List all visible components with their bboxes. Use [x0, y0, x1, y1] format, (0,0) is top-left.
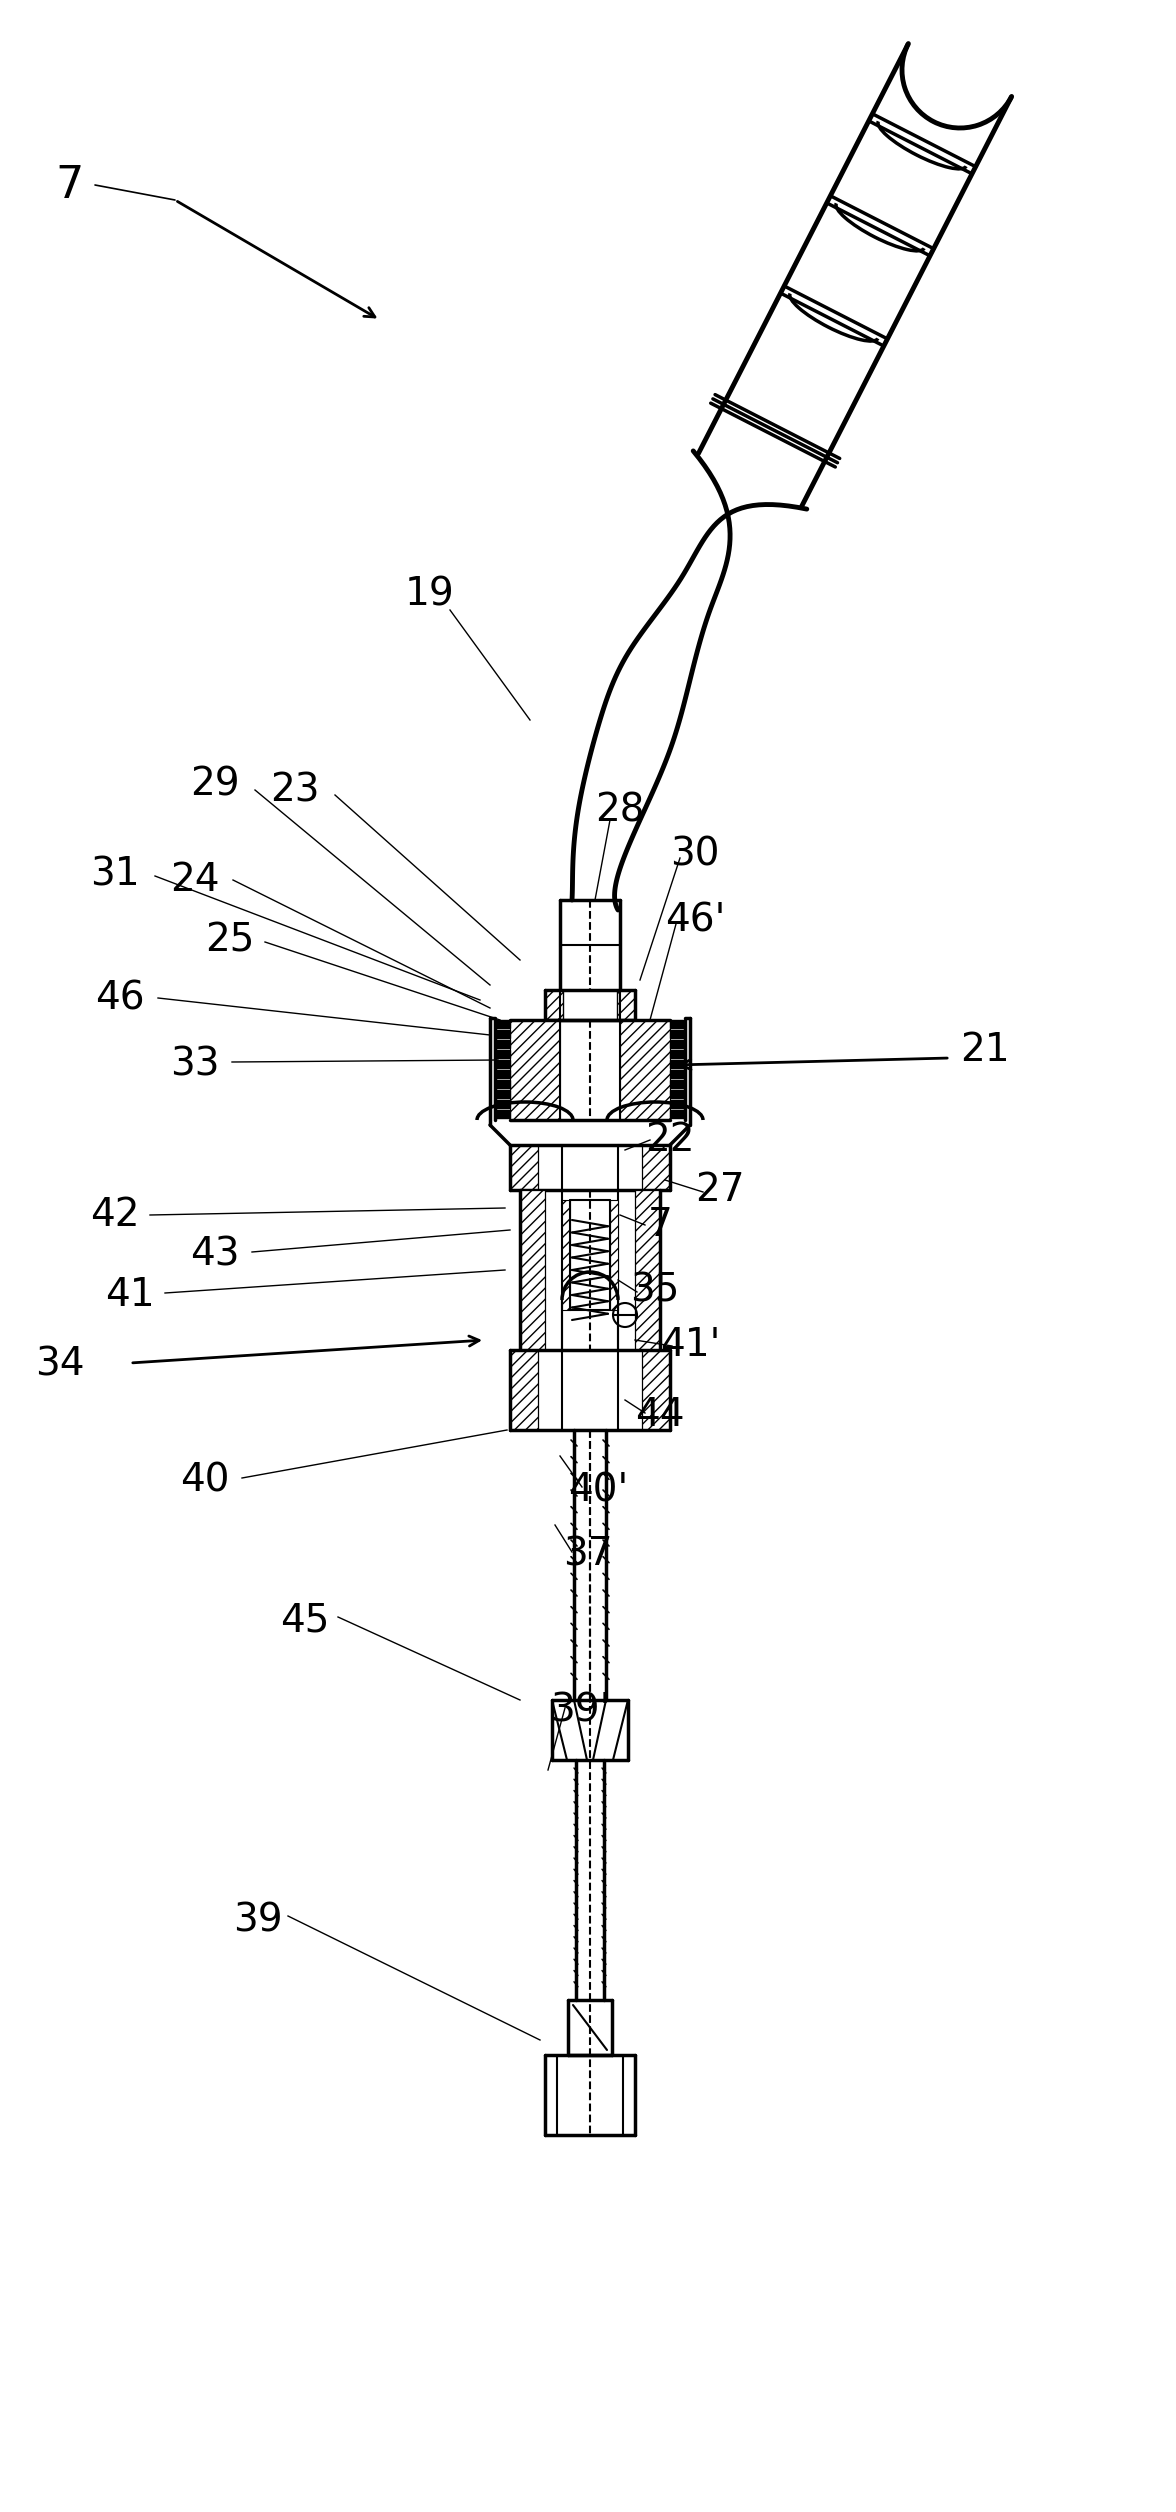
Bar — [510, 1349, 537, 1429]
Bar — [617, 990, 635, 1020]
Bar — [495, 1060, 510, 1068]
Bar — [642, 1145, 670, 1191]
Bar — [510, 1145, 537, 1191]
Bar — [670, 1090, 684, 1098]
Bar — [520, 1191, 544, 1349]
Bar — [610, 1201, 619, 1309]
Text: 46: 46 — [95, 980, 145, 1017]
Text: 23: 23 — [270, 771, 320, 809]
Text: 7: 7 — [648, 1206, 673, 1243]
Bar — [670, 1070, 684, 1078]
Text: 25: 25 — [206, 922, 255, 960]
Text: 19: 19 — [405, 575, 455, 613]
Text: 21: 21 — [960, 1030, 1010, 1070]
Text: 44: 44 — [635, 1397, 684, 1434]
Text: 22: 22 — [646, 1120, 695, 1158]
Bar — [670, 1080, 684, 1088]
Text: 42: 42 — [91, 1196, 140, 1233]
Bar — [495, 1110, 510, 1118]
Bar — [495, 1070, 510, 1078]
Text: 40': 40' — [568, 1472, 628, 1510]
Bar — [495, 1020, 510, 1027]
Bar — [670, 1030, 684, 1037]
Bar — [562, 1201, 570, 1309]
Bar — [670, 1110, 684, 1118]
Text: 7: 7 — [55, 163, 83, 206]
Bar — [670, 1100, 684, 1108]
Bar — [544, 990, 563, 1020]
Text: 35: 35 — [630, 1271, 680, 1309]
Text: 34: 34 — [35, 1346, 85, 1384]
Text: 24: 24 — [171, 862, 220, 899]
Bar — [635, 1191, 660, 1349]
Bar — [670, 1040, 684, 1048]
Bar — [495, 1030, 510, 1037]
Text: 41': 41' — [660, 1326, 720, 1364]
Bar — [620, 1020, 670, 1120]
Text: 40: 40 — [180, 1462, 229, 1500]
Text: 30: 30 — [670, 836, 720, 874]
Bar — [495, 1040, 510, 1048]
Text: 45: 45 — [280, 1600, 329, 1638]
Text: 29: 29 — [191, 766, 240, 804]
Bar — [670, 1050, 684, 1058]
Bar — [495, 1100, 510, 1108]
Bar — [670, 1060, 684, 1068]
Text: 27: 27 — [695, 1171, 744, 1208]
Text: 39': 39' — [550, 1691, 610, 1728]
Bar — [495, 1080, 510, 1088]
Text: 46': 46' — [664, 902, 726, 939]
Bar — [642, 1349, 670, 1429]
Text: 31: 31 — [91, 857, 140, 894]
Text: 33: 33 — [171, 1045, 220, 1085]
Bar — [495, 1050, 510, 1058]
Bar — [510, 1020, 560, 1120]
Text: 41: 41 — [105, 1276, 155, 1314]
Text: 39: 39 — [233, 1902, 282, 1939]
Text: 37: 37 — [563, 1535, 613, 1575]
Text: 43: 43 — [191, 1236, 240, 1274]
Bar — [670, 1020, 684, 1027]
Bar — [495, 1090, 510, 1098]
Text: 28: 28 — [595, 791, 644, 829]
